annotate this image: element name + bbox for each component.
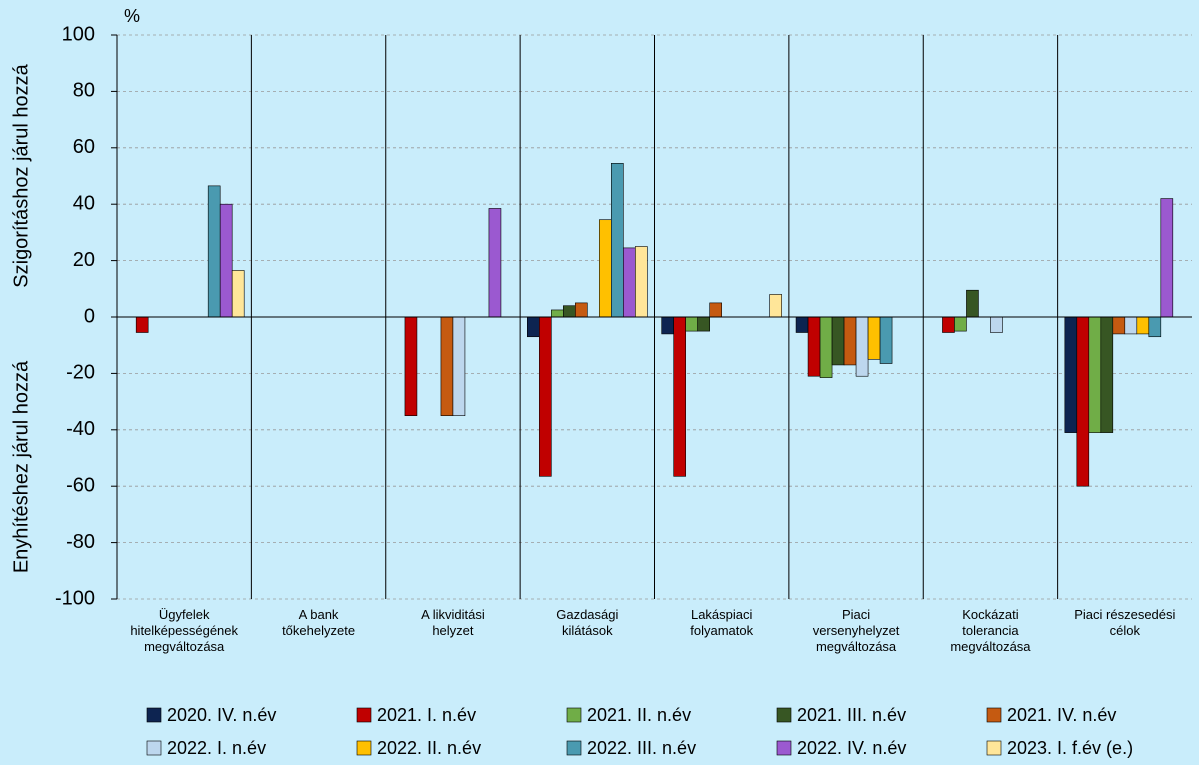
legend-swatch <box>566 707 582 723</box>
legend-swatch <box>146 740 162 756</box>
y-tick-label: 40 <box>73 192 95 214</box>
legend-label: 2021. I. n.év <box>377 705 476 725</box>
bar <box>942 316 955 333</box>
y-tick-label: -20 <box>66 362 95 384</box>
x-tick-label: Piaci versenyhelyzet megváltozása <box>812 607 900 654</box>
bar <box>807 316 821 377</box>
bar <box>488 208 502 318</box>
legend-swatch <box>986 707 1002 723</box>
bar <box>769 294 782 318</box>
bar <box>527 316 540 338</box>
bar <box>1136 316 1150 335</box>
y-tick-label: 80 <box>73 80 95 102</box>
legend-label: 2021. IV. n.év <box>1007 705 1116 725</box>
bar <box>795 316 809 333</box>
bar <box>831 316 845 366</box>
x-tick-label: A likviditási helyzet <box>421 607 485 638</box>
legend-swatch <box>146 707 162 723</box>
bar <box>452 316 466 416</box>
legend-label: 2022. IV. n.év <box>797 738 906 758</box>
bar <box>1100 316 1114 433</box>
y-tick-label: -40 <box>66 418 95 440</box>
bar <box>1148 316 1162 338</box>
y-label-lower: Enyhítéshez járul hozzá <box>10 360 32 573</box>
legend-swatch <box>776 740 792 756</box>
bar <box>709 302 722 318</box>
legend-label: 2022. I. n.év <box>167 738 266 758</box>
y-tick-label: -80 <box>66 531 95 553</box>
legend-label: 2022. II. n.év <box>377 738 481 758</box>
bar <box>1088 316 1102 433</box>
bar <box>697 316 710 332</box>
y-tick-label: -60 <box>66 474 95 496</box>
bar <box>966 289 979 318</box>
y-tick-label: 100 <box>62 23 95 45</box>
x-tick-label: Piaci részesedési célok <box>1074 607 1176 638</box>
bar <box>1064 316 1078 433</box>
bar <box>219 203 233 318</box>
bar <box>623 247 636 318</box>
x-tick-label: Ügyfelek hitelképességének megváltozása <box>130 607 239 654</box>
bar <box>635 246 648 318</box>
legend-swatch <box>776 707 792 723</box>
unit-label: % <box>124 6 140 26</box>
bar <box>819 316 833 378</box>
bar <box>1112 316 1126 335</box>
bar <box>539 316 552 477</box>
legend-label: 2022. III. n.év <box>587 738 696 758</box>
y-tick-label: 20 <box>73 249 95 271</box>
y-tick-label: -100 <box>55 587 95 609</box>
bar <box>685 316 698 332</box>
bar <box>1124 316 1138 335</box>
y-label-upper: Szigorításhoz járul hozzá <box>10 63 32 287</box>
legend-label: 2021. II. n.év <box>587 705 691 725</box>
bar <box>611 163 624 318</box>
bar <box>855 316 869 377</box>
bar <box>563 305 576 318</box>
legend-swatch <box>356 707 372 723</box>
bar <box>551 309 564 318</box>
bar <box>867 316 881 360</box>
x-tick-label: Kockázati tolerancia megváltozása <box>950 607 1031 654</box>
bar <box>673 316 686 477</box>
bar <box>1160 198 1174 318</box>
y-tick-label: 60 <box>73 136 95 158</box>
bar <box>231 270 245 318</box>
bar <box>440 316 454 416</box>
bar <box>879 316 893 364</box>
y-tick-label: 0 <box>84 305 95 327</box>
legend-swatch <box>356 740 372 756</box>
bar <box>990 316 1003 333</box>
x-tick-label: Gazdasági kilátások <box>556 607 619 638</box>
legend-label: 2021. III. n.év <box>797 705 906 725</box>
x-tick-label: Lakáspiaci folyamatok <box>690 607 754 638</box>
legend-swatch <box>566 740 582 756</box>
bar <box>135 316 149 333</box>
bar <box>843 316 857 366</box>
legend-swatch <box>986 740 1002 756</box>
bar <box>207 185 221 318</box>
bar <box>575 302 588 318</box>
legend-label: 2023. I. f.év (e.) <box>1007 738 1133 758</box>
bar <box>599 219 612 318</box>
bar <box>661 316 674 335</box>
x-tick-label: A bank tőkehelyzete <box>282 607 356 638</box>
legend-label: 2020. IV. n.év <box>167 705 276 725</box>
bar <box>1076 316 1090 487</box>
bar <box>404 316 418 416</box>
bar <box>954 316 967 332</box>
